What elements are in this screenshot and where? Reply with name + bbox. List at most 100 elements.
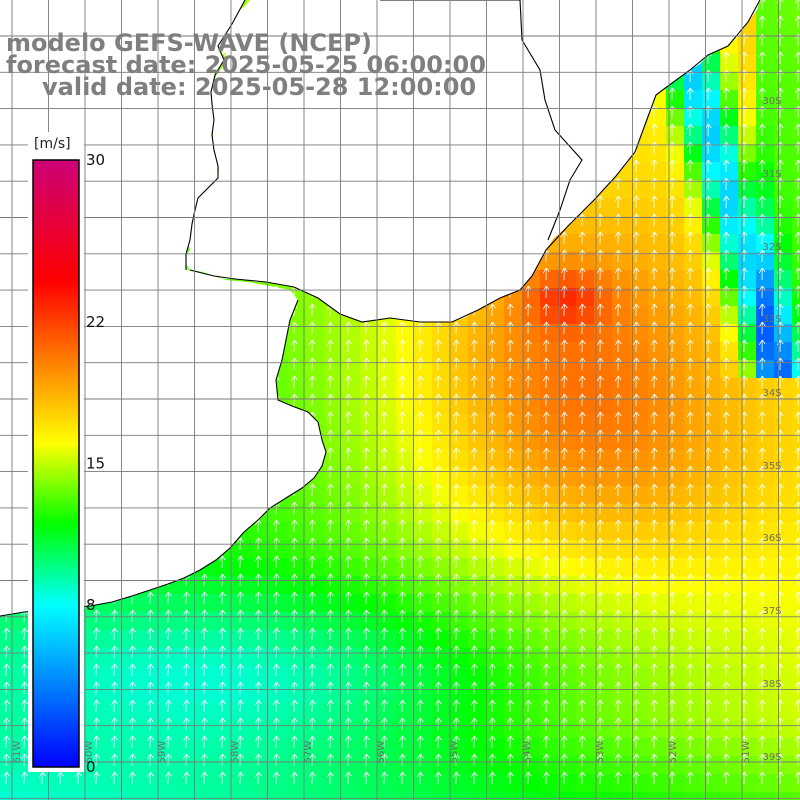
wind-cell <box>540 720 559 739</box>
wind-cell <box>792 468 800 487</box>
wind-cell <box>234 648 253 667</box>
wind-cell <box>666 342 685 361</box>
wind-cell <box>630 252 649 271</box>
wind-cell <box>738 486 757 505</box>
wind-cell <box>450 540 469 559</box>
wind-cell <box>486 468 505 487</box>
wind-cell <box>414 504 433 523</box>
wind-cell <box>648 612 667 631</box>
wind-cell <box>774 108 793 127</box>
wind-cell <box>180 684 199 703</box>
wind-cell <box>486 522 505 541</box>
wind-cell <box>396 630 415 649</box>
wind-cell <box>522 288 541 307</box>
wind-cell <box>18 792 37 800</box>
wind-cell <box>486 414 505 433</box>
wind-cell <box>522 792 541 800</box>
wind-cell <box>270 684 289 703</box>
wind-cell <box>684 756 703 775</box>
wind-cell <box>792 630 800 649</box>
wind-cell <box>252 522 271 541</box>
wind-cell <box>774 576 793 595</box>
wind-cell <box>342 486 361 505</box>
wind-cell <box>756 288 775 307</box>
wind-cell <box>450 576 469 595</box>
wind-cell <box>576 720 595 739</box>
wind-cell <box>702 144 721 163</box>
wind-cell <box>468 684 487 703</box>
wind-cell <box>702 198 721 217</box>
wind-cell <box>792 288 800 307</box>
wind-cell <box>216 720 235 739</box>
wind-cell <box>756 432 775 451</box>
wind-cell <box>396 648 415 667</box>
wind-cell <box>738 288 757 307</box>
wind-cell <box>792 486 800 505</box>
wind-cell <box>558 450 577 469</box>
wind-cell <box>648 504 667 523</box>
wind-cell <box>540 468 559 487</box>
wind-cell <box>702 162 721 181</box>
wind-cell <box>684 90 703 109</box>
wind-cell <box>774 72 793 91</box>
wind-cell <box>558 378 577 397</box>
wind-cell <box>180 738 199 757</box>
wind-cell <box>540 414 559 433</box>
wind-cell <box>720 612 739 631</box>
wind-cell <box>774 648 793 667</box>
wind-cell <box>432 612 451 631</box>
wind-cell <box>522 720 541 739</box>
wind-cell <box>396 342 415 361</box>
wind-cell <box>360 414 379 433</box>
wind-cell <box>324 594 343 613</box>
wind-cell <box>576 450 595 469</box>
wind-cell <box>666 666 685 685</box>
wind-cell <box>288 342 307 361</box>
wind-cell <box>738 162 757 181</box>
wind-cell <box>756 108 775 127</box>
wind-cell <box>450 792 469 800</box>
wind-cell <box>468 324 487 343</box>
wind-cell <box>648 540 667 559</box>
wind-cell <box>162 756 181 775</box>
wind-cell <box>180 720 199 739</box>
wind-cell <box>756 684 775 703</box>
wind-cell <box>432 648 451 667</box>
wind-cell <box>270 576 289 595</box>
wind-cell <box>396 468 415 487</box>
wind-cell <box>432 486 451 505</box>
wind-cell <box>792 198 800 217</box>
wind-cell <box>774 252 793 271</box>
wind-cell <box>396 558 415 577</box>
wind-cell <box>684 684 703 703</box>
wind-cell <box>576 558 595 577</box>
wind-cell <box>702 612 721 631</box>
wind-cell <box>792 270 800 289</box>
wind-cell <box>180 702 199 721</box>
wind-arrow <box>668 123 676 137</box>
wind-cell <box>504 720 523 739</box>
wind-cell <box>666 252 685 271</box>
wind-cell <box>360 342 379 361</box>
wind-cell <box>378 756 397 775</box>
wind-cell <box>414 468 433 487</box>
wind-cell <box>216 648 235 667</box>
wind-cell <box>90 684 109 703</box>
wind-arrow <box>632 195 640 209</box>
wind-cell <box>432 684 451 703</box>
wind-cell <box>378 504 397 523</box>
wind-cell <box>684 576 703 595</box>
wind-cell <box>630 720 649 739</box>
wind-cell <box>360 594 379 613</box>
wind-cell <box>756 342 775 361</box>
wind-cell <box>612 558 631 577</box>
wind-cell <box>234 702 253 721</box>
wind-cell <box>756 666 775 685</box>
wind-cell <box>450 558 469 577</box>
wind-cell <box>720 216 739 235</box>
wind-cell <box>486 486 505 505</box>
wind-cell <box>342 378 361 397</box>
lon-label: 61W <box>12 741 23 764</box>
wind-cell <box>738 72 757 91</box>
wind-cell <box>234 594 253 613</box>
